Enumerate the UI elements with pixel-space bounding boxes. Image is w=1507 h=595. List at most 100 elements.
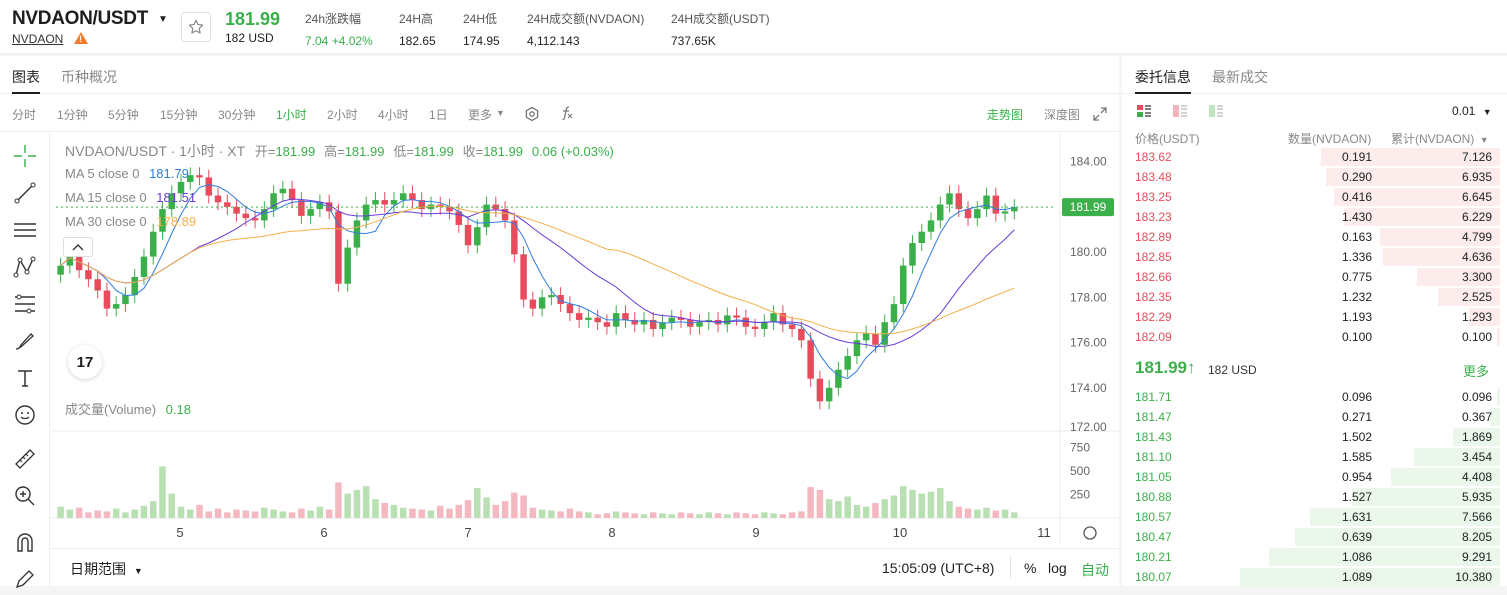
tf-5m[interactable]: 5分钟 [108, 108, 139, 122]
pencil-lock-icon [15, 570, 34, 589]
ask-row[interactable]: 183.62 0.191 7.126 [1122, 147, 1500, 167]
ask-row[interactable]: 183.23 1.430 6.229 [1122, 207, 1500, 227]
tab-recent-trades[interactable]: 最新成交 [1212, 69, 1268, 85]
tf-1h[interactable]: 1小时 [276, 108, 307, 122]
axis-settings-icon[interactable] [1083, 526, 1097, 540]
volume-bar [872, 503, 879, 518]
fib-tool[interactable] [12, 291, 38, 317]
date-tick-label: 11 [1037, 525, 1051, 540]
base-asset-link[interactable]: NVDAON [12, 32, 64, 46]
candle-body [788, 324, 796, 329]
tab-coin-overview[interactable]: 币种概况 [61, 69, 117, 85]
ask-row[interactable]: 183.25 0.416 6.645 [1122, 187, 1500, 207]
bid-row[interactable]: 181.05 0.954 4.408 [1122, 467, 1500, 487]
ask-cum: 4.636 [1461, 250, 1492, 264]
stat-volume-quote: 24H成交额(USDT) 737.65K [671, 10, 770, 48]
candle-body [872, 333, 879, 345]
candle-body [242, 213, 250, 219]
candle-body [733, 315, 740, 318]
chevron-down-icon[interactable]: ▼ [496, 108, 505, 118]
bid-row[interactable]: 180.21 1.086 9.291 [1122, 547, 1500, 567]
candle-body [909, 243, 916, 266]
zoom-tool[interactable] [12, 483, 38, 509]
text-tool[interactable] [12, 365, 38, 391]
stat-low: 24H低 174.95 [463, 10, 500, 48]
crosshair-tool[interactable] [12, 143, 38, 169]
pair-title[interactable]: NVDAON/USDT [12, 8, 149, 29]
book-asks-icon[interactable] [1172, 103, 1188, 119]
volume-bar [918, 493, 925, 518]
bid-cum: 9.291 [1461, 550, 1492, 564]
bid-row[interactable]: 180.07 1.089 10.380 [1122, 567, 1500, 587]
tf-more[interactable]: 更多 [468, 108, 493, 122]
percent-toggle[interactable]: % [1024, 560, 1037, 576]
tf-4h[interactable]: 4小时 [378, 108, 409, 122]
date-range-label: 日期范围 [70, 561, 126, 577]
more-link[interactable]: 更多 [1463, 364, 1490, 379]
trendline-tool[interactable] [12, 180, 38, 206]
tf-time[interactable]: 分时 [12, 108, 37, 122]
view-depth[interactable]: 深度图 [1044, 108, 1081, 122]
bid-row[interactable]: 180.57 1.631 7.566 [1122, 507, 1500, 527]
ask-row[interactable]: 182.29 1.193 1.293 [1122, 307, 1500, 327]
book-both-icon[interactable] [1136, 103, 1152, 119]
bid-row[interactable]: 181.43 1.502 1.869 [1122, 427, 1500, 447]
ask-row[interactable]: 182.85 1.336 4.636 [1122, 247, 1500, 267]
ask-row[interactable]: 182.66 0.775 3.300 [1122, 267, 1500, 287]
bid-row[interactable]: 181.10 1.585 3.454 [1122, 447, 1500, 467]
divider [1010, 556, 1011, 578]
tf-15m[interactable]: 15分钟 [160, 108, 198, 122]
favorite-button[interactable] [181, 12, 211, 42]
volume-bar [724, 514, 731, 518]
chevron-down-icon[interactable]: ▼ [158, 14, 168, 25]
view-trend[interactable]: 走势图 [987, 108, 1024, 122]
book-bids-icon[interactable] [1208, 103, 1224, 119]
lock-draw-tool[interactable] [12, 566, 38, 592]
volume-bar [112, 508, 120, 518]
candle-body [890, 304, 898, 323]
candle-body [807, 340, 814, 379]
tab-chart[interactable]: 图表 [12, 69, 40, 94]
depth-bar [1351, 488, 1500, 506]
volume-bar [316, 506, 324, 518]
fullscreen-icon[interactable] [1092, 106, 1108, 122]
indicator-settings-icon[interactable] [524, 106, 540, 122]
volume-bar [511, 492, 518, 518]
volume-bar [177, 506, 185, 518]
warning-icon[interactable]: ! [74, 32, 88, 44]
tab-order-book[interactable]: 委托信息 [1135, 69, 1191, 94]
pattern-tool[interactable] [12, 254, 38, 280]
brush-tool[interactable] [12, 328, 38, 354]
candle-body [659, 322, 666, 329]
function-icon[interactable] [559, 105, 575, 121]
horizontal-lines-tool[interactable] [12, 217, 38, 243]
bid-row[interactable]: 180.88 1.527 5.935 [1122, 487, 1500, 507]
precision-select[interactable]: 0.01 ▼ [1452, 104, 1492, 118]
price-chart[interactable]: 184.00182.00180.00178.00176.00174.00172.… [50, 133, 1119, 544]
ask-row[interactable]: 182.09 0.100 0.100 [1122, 327, 1500, 347]
tradingview-logo-icon[interactable]: 17 [68, 345, 102, 379]
bid-price: 181.47 [1135, 410, 1172, 424]
ask-row[interactable]: 182.35 1.232 2.525 [1122, 287, 1500, 307]
emoji-tool[interactable] [12, 402, 38, 428]
measure-tool[interactable] [12, 446, 38, 472]
magnet-tool[interactable] [12, 530, 38, 556]
chevron-down-icon: ▼ [1479, 135, 1489, 145]
volume-bar [687, 513, 694, 518]
bid-row[interactable]: 181.47 0.271 0.367 [1122, 407, 1500, 427]
ma5-value: 181.79 [149, 166, 189, 181]
header-cum-label: 累计(NVDAON) [1391, 132, 1475, 146]
tf-1d[interactable]: 1日 [429, 108, 448, 122]
auto-toggle[interactable]: 自动 [1081, 562, 1109, 578]
bid-row[interactable]: 180.47 0.639 8.205 [1122, 527, 1500, 547]
tf-2h[interactable]: 2小时 [327, 108, 358, 122]
collapse-legend-button[interactable] [63, 237, 93, 257]
date-range-button[interactable]: 日期范围 ▼ [70, 559, 143, 579]
depth-bar [1310, 508, 1500, 526]
tf-1m[interactable]: 1分钟 [57, 108, 88, 122]
ask-row[interactable]: 182.89 0.163 4.799 [1122, 227, 1500, 247]
ask-row[interactable]: 183.48 0.290 6.935 [1122, 167, 1500, 187]
bid-row[interactable]: 181.71 0.096 0.096 [1122, 387, 1500, 407]
log-toggle[interactable]: log [1048, 560, 1067, 576]
tf-30m[interactable]: 30分钟 [218, 108, 256, 122]
